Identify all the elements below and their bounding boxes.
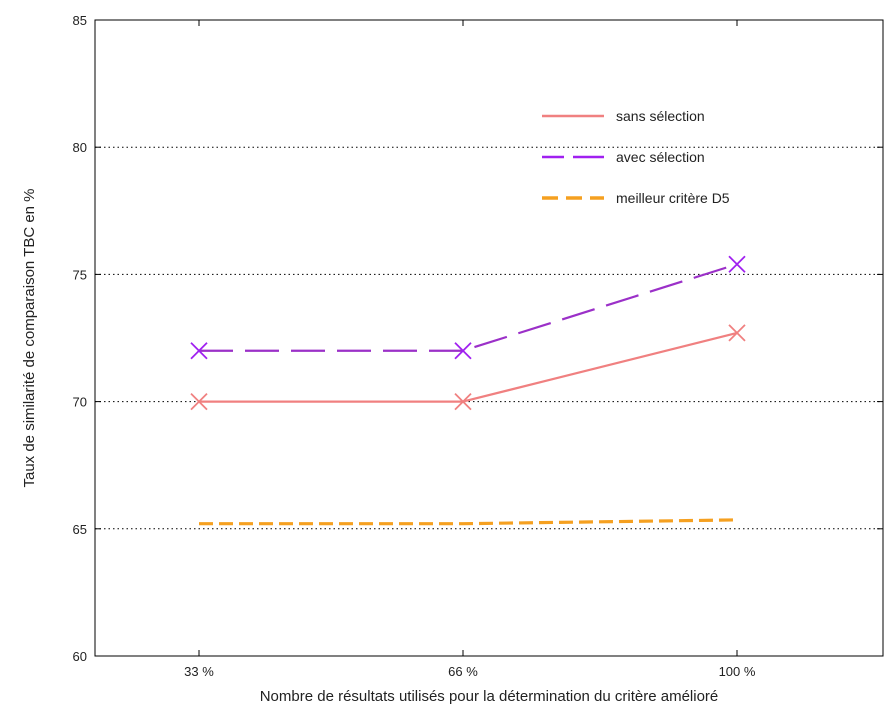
y-tick-label: 85	[73, 13, 87, 28]
series-layer	[190, 255, 746, 526]
axis-ticks: 60 65 70 75 80 85 33 % 66 % 100 %	[73, 13, 883, 679]
data-point-marker	[454, 392, 472, 411]
data-point-marker	[190, 392, 208, 411]
legend: sans sélection avec sélection meilleur c…	[542, 108, 730, 206]
x-tick-label: 33 %	[184, 664, 214, 679]
data-point-marker	[190, 342, 208, 360]
series-line-1	[199, 263, 738, 352]
series-line-0	[199, 331, 738, 403]
x-tick-label: 66 %	[448, 664, 478, 679]
data-point-marker	[728, 255, 746, 273]
y-tick-label: 60	[73, 649, 87, 664]
y-tick-label: 65	[73, 522, 87, 537]
y-tick-label: 70	[73, 395, 87, 410]
grid-lines	[95, 146, 883, 530]
x-tick-label: 100 %	[719, 664, 756, 679]
data-point-marker	[728, 324, 746, 342]
y-tick-label: 75	[73, 267, 87, 282]
y-axis-title: Taux de similarité de comparaison TBC en…	[21, 188, 38, 487]
plot-frame	[94, 19, 884, 657]
x-axis-title: Nombre de résultats utilisés pour la dét…	[260, 688, 719, 705]
legend-label-sans-selection: sans sélection	[616, 108, 705, 124]
legend-label-meilleur-critere: meilleur critère D5	[616, 190, 730, 206]
data-point-marker	[454, 342, 472, 360]
legend-label-avec-selection: avec sélection	[616, 149, 705, 165]
series-line-2	[199, 518, 738, 526]
y-tick-label: 80	[73, 140, 87, 155]
